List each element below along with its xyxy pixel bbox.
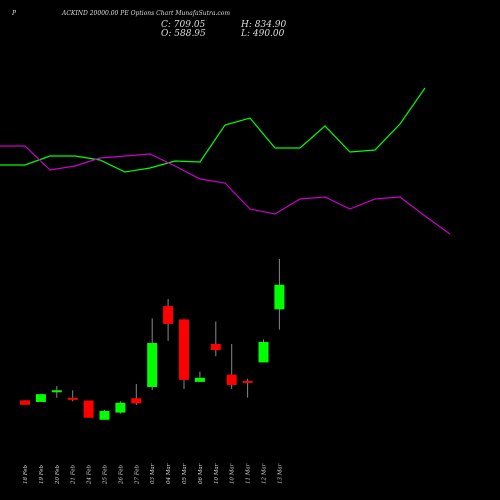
open-value: O: 588.95 <box>161 29 206 39</box>
candle-body-up <box>147 342 158 387</box>
candle-body-down <box>242 380 253 383</box>
x-tick-label: 27 Feb <box>134 464 140 485</box>
candle-body-down <box>210 343 221 351</box>
candle <box>35 394 46 402</box>
candle-body-down <box>163 306 174 324</box>
chart-title: ACKIND 20000.00 PE Options Chart MunafaS… <box>62 10 231 17</box>
candle-body-up <box>99 410 110 420</box>
x-tick-label: 10 Mar <box>214 463 220 484</box>
x-tick-label: 24 Feb <box>87 464 93 485</box>
candle <box>67 390 78 402</box>
low-value: L: 490.00 <box>241 29 285 39</box>
candle-body-down <box>83 400 94 418</box>
candle <box>226 343 237 390</box>
indicator-lines <box>0 87 451 235</box>
x-tick-label: 21 Feb <box>71 464 77 485</box>
candle-body-down <box>67 397 78 400</box>
x-tick-label: 19 Feb <box>39 464 45 484</box>
candle-body-up <box>274 284 285 310</box>
candle-body-down <box>131 398 142 404</box>
candle <box>99 409 110 420</box>
candle <box>210 321 221 357</box>
x-tick-label: 06 Mar <box>198 463 204 484</box>
x-tick-label: 18 Feb <box>23 464 29 484</box>
candle-body-up <box>115 402 126 413</box>
candle-body-up <box>51 390 62 393</box>
candle <box>51 385 62 398</box>
chart-title-prefix: P <box>12 10 17 17</box>
candle <box>163 298 174 341</box>
x-tick-label: 04 Mar <box>166 463 172 484</box>
candle <box>242 378 253 398</box>
candle <box>83 400 94 418</box>
indicator-green-line <box>0 87 426 173</box>
x-tick-label: 26 Feb <box>118 464 124 485</box>
candle-body-up <box>194 377 205 382</box>
x-tick-label: 25 Feb <box>103 464 109 485</box>
candle-body-down <box>20 400 30 405</box>
candle <box>147 318 158 391</box>
x-tick-label: 11 Mar <box>246 463 252 484</box>
candle-body-down <box>226 374 237 385</box>
indicator-magenta-line <box>0 145 451 235</box>
candle <box>274 258 285 330</box>
x-tick-label: 10 Mar <box>230 463 236 484</box>
x-tick-label: 03 Mar <box>150 463 156 484</box>
close-value: C: 709.05 <box>161 20 206 30</box>
candle <box>179 319 189 390</box>
x-tick-label: 12 Mar <box>262 463 268 484</box>
candle-body-up <box>35 394 46 402</box>
x-axis-labels: 18 Feb 19 Feb 20 Feb 21 Feb 24 Feb 25 Feb 26 F… <box>23 463 283 485</box>
candle <box>20 400 30 405</box>
candle-body-up <box>258 341 269 363</box>
candle <box>115 401 126 414</box>
candle <box>194 371 205 382</box>
high-value: H: 834.90 <box>241 20 287 30</box>
x-tick-label: 05 Mar <box>182 463 188 484</box>
candles <box>20 258 285 420</box>
x-tick-label: 13 Mar <box>277 463 283 484</box>
candle <box>131 383 142 406</box>
candle-body-down <box>179 319 189 380</box>
candle <box>258 339 269 363</box>
x-tick-label: 20 Feb <box>55 464 61 485</box>
